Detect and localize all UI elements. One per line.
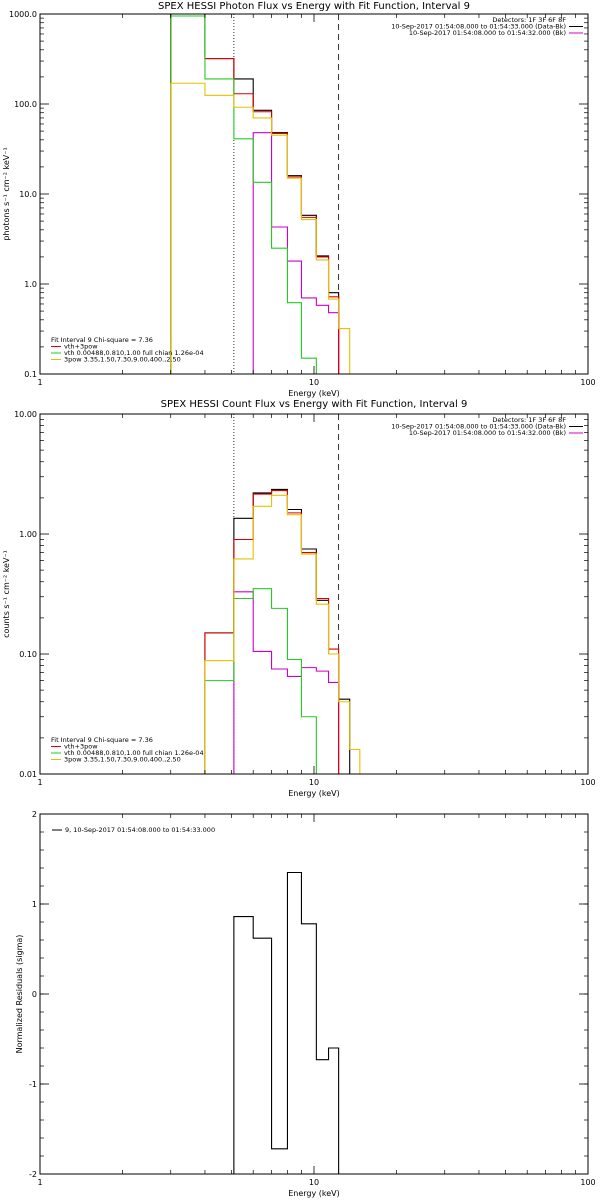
series-bk-line xyxy=(233,132,340,374)
plot-frame xyxy=(39,413,589,775)
data-area xyxy=(233,871,340,1174)
x-tick-label: 1 xyxy=(37,378,42,387)
x-tick-label: 10 xyxy=(309,378,319,387)
y-tick-label: 10.0 xyxy=(19,190,37,199)
x-tick-label: 1 xyxy=(37,1178,42,1187)
data-area xyxy=(170,414,361,774)
x-axis-label: Energy (keV) xyxy=(288,789,340,798)
x-tick-label: 100 xyxy=(580,1178,595,1187)
series-vth-3pow-line xyxy=(170,14,340,374)
x-axis-label: Energy (keV) xyxy=(288,1189,340,1198)
y-tick-label: 100.0 xyxy=(14,100,37,109)
y-axis-label: Normalized Residuals (sigma) xyxy=(15,935,24,1054)
x-tick-label: 100 xyxy=(580,778,595,787)
plot-panel-1: SPEX HESSI Photon Flux vs Energy with Fi… xyxy=(2,1,596,398)
y-tick-label: 0.10 xyxy=(19,650,37,659)
y-tick-label: -2 xyxy=(29,1170,37,1179)
plot-frame xyxy=(39,13,589,375)
plot-frame xyxy=(39,813,589,1175)
y-axis-label: photons s⁻¹ cm⁻² keV⁻¹ xyxy=(2,147,11,240)
y-axis-label: counts s⁻¹ cm⁻² keV⁻¹ xyxy=(2,550,11,638)
plot-panel-3: 1 10 100 Energy (keV) -2 -1 0 1 2 Normalized Resi… xyxy=(15,810,596,1198)
legend-right-entry: 10-Sep-2017 01:54:08.000 to 01:54:33.000… xyxy=(391,423,566,431)
series-3pow-line xyxy=(204,494,361,774)
x-tick-label: 10 xyxy=(309,778,319,787)
y-tick-label: 0.01 xyxy=(19,770,37,779)
series-data-bk-line xyxy=(170,488,351,774)
legend-left-entry: Fit Interval 9 Chi-square = 7.36 xyxy=(51,736,153,744)
y-tick-label: -1 xyxy=(29,1080,37,1089)
legend-right-entry: 10-Sep-2017 01:54:08.000 to 01:54:33.000… xyxy=(391,23,566,31)
x-tick-label: 10 xyxy=(309,1178,319,1187)
y-tick-label: 1.00 xyxy=(19,530,37,539)
legend-right-entry: 10-Sep-2017 01:54:08.000 to 01:54:32.000… xyxy=(409,29,566,37)
series-residuals-line xyxy=(233,871,340,1174)
series-vth-line xyxy=(170,15,317,374)
legend-right-entry: Detectors: 1F 3F 6F 8F xyxy=(492,416,566,424)
data-area xyxy=(170,14,360,374)
legend-right-entry: 10-Sep-2017 01:54:08.000 to 01:54:32.000… xyxy=(409,429,566,437)
legend-right-entry: Detectors: 1F 3F 6F 8F xyxy=(492,16,566,24)
x-tick-label: 100 xyxy=(580,378,595,387)
y-tick-label: 1.0 xyxy=(24,280,37,289)
series-bk-line xyxy=(233,591,340,774)
y-tick-label: 2 xyxy=(32,810,37,819)
series-3pow-line xyxy=(170,82,360,374)
y-tick-label: 1000.0 xyxy=(9,10,37,19)
series-data-bk-line xyxy=(170,14,350,374)
series-vth-line xyxy=(204,588,317,774)
legend-left-entry: vth+3pow xyxy=(64,343,98,351)
legend-left-entry: vth 0.00488,0.810,1.00 full chian 1.26e-… xyxy=(64,349,204,357)
plot-panel-2: SPEX HESSI Count Flux vs Energy with Fit… xyxy=(2,399,596,798)
y-tick-label: 1 xyxy=(32,900,37,909)
y-tick-label: 0 xyxy=(32,990,37,999)
y-tick-label: 0.1 xyxy=(24,370,37,379)
x-axis-label: Energy (keV) xyxy=(288,389,340,398)
legend-left-entry: Fit Interval 9 Chi-square = 7.36 xyxy=(51,336,153,344)
x-tick-label: 1 xyxy=(37,778,42,787)
chart-title: SPEX HESSI Count Flux vs Energy with Fit… xyxy=(161,399,468,410)
y-tick-label: 10.00 xyxy=(14,410,37,419)
legend-left-entry: vth 0.00488,0.810,1.00 full chian 1.26e-… xyxy=(64,749,204,757)
chart-title: SPEX HESSI Photon Flux vs Energy with Fi… xyxy=(158,1,470,12)
series-vth-3pow-line xyxy=(170,490,340,774)
legend-left-entry: 3pow 3.35,1.50,7.30,9.00,400.,2.50 xyxy=(64,356,181,364)
legend-left-entry: 9, 10-Sep-2017 01:54:08.000 to 01:54:33.… xyxy=(65,826,215,834)
legend-left-entry: vth+3pow xyxy=(64,743,98,751)
legend-left-entry: 3pow 3.35,1.50,7.30,9.00,400.,2.50 xyxy=(64,756,181,764)
